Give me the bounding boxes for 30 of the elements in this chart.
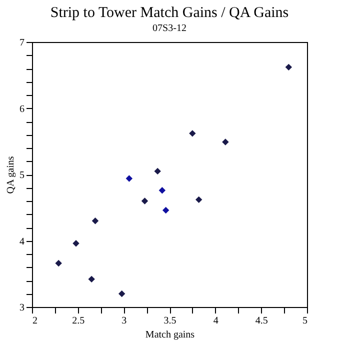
point	[141, 198, 148, 204]
x-tick-label: 5	[302, 316, 308, 326]
point	[162, 206, 170, 214]
point	[118, 290, 126, 298]
chart-title: Strip to Tower Match Gains / QA Gains	[50, 5, 289, 21]
point	[189, 130, 196, 137]
y-axis-title: QA gains	[6, 156, 16, 194]
point	[126, 175, 133, 182]
y-tick-label: 5	[20, 170, 24, 181]
y-tick-label: 3	[20, 302, 24, 314]
point	[154, 168, 161, 175]
x-tick-label: 4.5	[255, 316, 268, 326]
chart-subtitle: 07S3-12	[152, 23, 186, 34]
point	[92, 218, 99, 224]
x-tick-label: 3.5	[164, 316, 176, 326]
y-tick-label: 6	[20, 104, 24, 115]
x-tick-label: 3	[122, 316, 127, 326]
x-axis-title: Match gains	[145, 330, 195, 340]
point	[72, 240, 80, 247]
point	[55, 260, 62, 267]
point	[285, 64, 292, 71]
x-tick-label: 4	[213, 316, 218, 326]
point	[222, 138, 229, 146]
y-tick-label: 7	[20, 38, 24, 48]
x-tick-label: 2.5	[72, 316, 85, 326]
x-tick-label: 2	[32, 316, 38, 326]
point	[195, 196, 202, 204]
y-tick-label: 4	[20, 236, 24, 248]
point	[158, 187, 166, 194]
point	[88, 276, 95, 283]
